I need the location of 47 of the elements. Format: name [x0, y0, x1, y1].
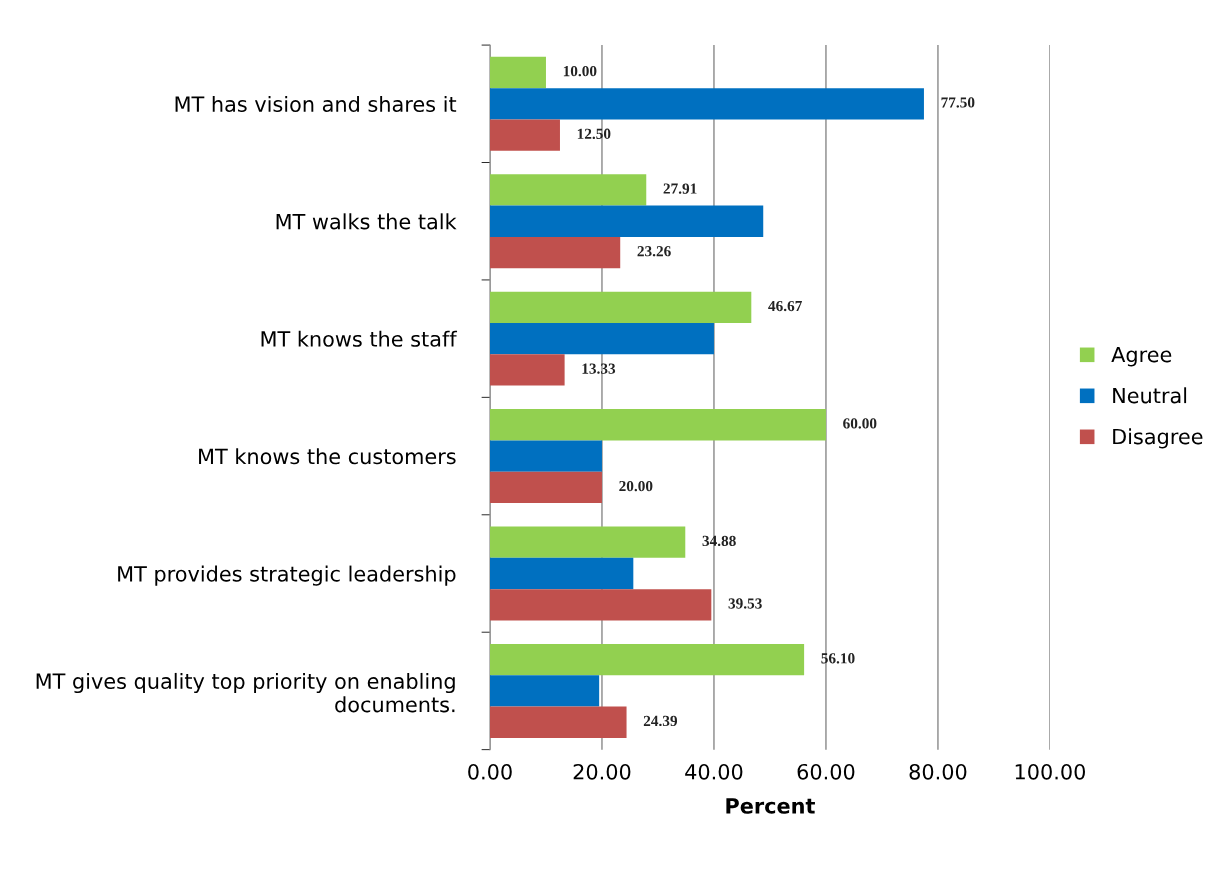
y-tick-label: MT knows the customers — [199, 448, 456, 465]
bar — [489, 322, 714, 355]
y-tick-label: MT knows the staff — [261, 330, 458, 347]
bar — [489, 56, 546, 89]
y-tick-label: MT provides strategic leadership — [118, 565, 456, 586]
data-label: 56.10 — [821, 653, 855, 664]
x-tick-label: 100.00 — [1015, 763, 1085, 780]
x-tick-label: 0.00 — [468, 763, 512, 780]
bar — [489, 354, 565, 386]
y-tick-label: MT walks the talk — [276, 213, 457, 230]
x-axis-title: Percent — [726, 798, 815, 814]
y-tick-label: MT gives quality top priority on enabling documents. — [36, 672, 455, 713]
data-label: 13.33 — [582, 363, 616, 374]
bar — [489, 236, 621, 269]
y-tick-label: MT has vision and shares it — [175, 95, 457, 113]
bar — [489, 291, 752, 323]
bar — [489, 205, 764, 237]
data-label: 27.91 — [663, 183, 697, 194]
bar — [489, 174, 647, 206]
x-tick-label: 40.00 — [685, 763, 743, 780]
data-label: 20.00 — [619, 480, 653, 492]
data-label: 39.53 — [728, 598, 762, 609]
data-label: 34.88 — [702, 535, 736, 547]
bar — [489, 409, 826, 441]
x-tick-label: 20.00 — [573, 763, 631, 780]
bar — [489, 526, 686, 558]
legend-label: Disagree — [1113, 428, 1203, 449]
x-tick-label: 80.00 — [909, 763, 967, 780]
data-label: 23.26 — [637, 246, 671, 257]
bar — [489, 88, 924, 120]
legend-label: Neutral — [1113, 387, 1187, 404]
bar — [489, 643, 805, 676]
data-label: 46.67 — [768, 300, 802, 312]
bar — [489, 589, 712, 621]
bar — [489, 557, 634, 590]
data-label: 12.50 — [577, 128, 611, 139]
data-label: 24.39 — [643, 715, 678, 727]
legend-label: Agree — [1111, 346, 1172, 367]
bar — [489, 471, 602, 504]
bar — [489, 440, 602, 472]
bar — [489, 706, 627, 738]
bar — [489, 675, 600, 707]
data-label: 77.50 — [941, 97, 975, 108]
bar — [489, 119, 560, 151]
data-label: 10.00 — [563, 66, 597, 77]
data-label: 60.00 — [843, 418, 877, 429]
x-tick-label: 60.00 — [797, 763, 855, 780]
